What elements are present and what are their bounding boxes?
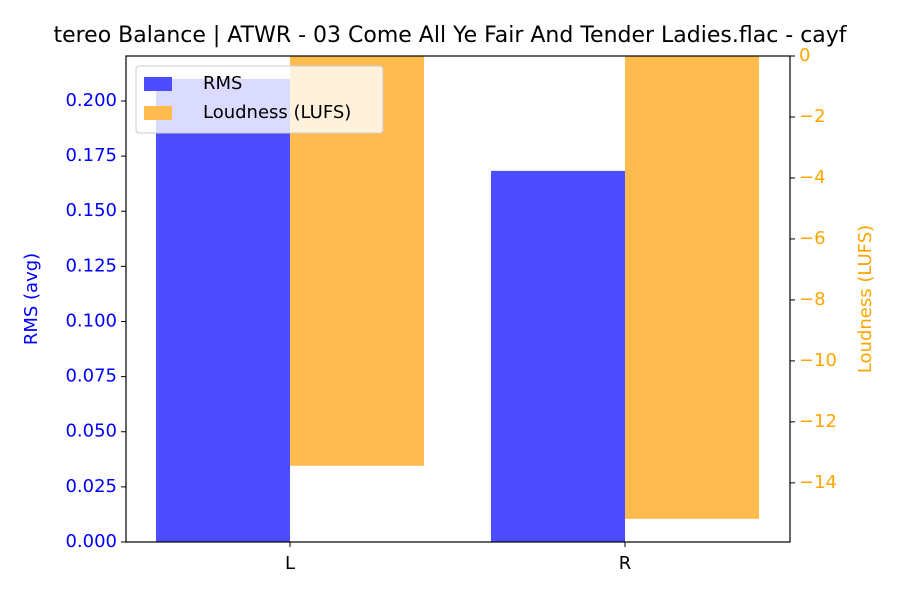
bar xyxy=(625,56,759,519)
plot-frame xyxy=(125,55,791,543)
bar xyxy=(156,78,290,542)
chart-title: tereo Balance | ATWR - 03 Come All Ye Fa… xyxy=(53,23,847,48)
y2-tick-label: −12 xyxy=(799,411,837,432)
y2-tick-label: −10 xyxy=(799,350,837,371)
y2-tick-label: 0 xyxy=(799,45,810,66)
legend-label: Loudness (LUFS) xyxy=(203,102,351,123)
y-tick-label: 0.100 xyxy=(65,310,117,331)
y-tick-label: 0.175 xyxy=(65,145,117,166)
legend-label: RMS xyxy=(203,73,242,94)
x-tick-label: L xyxy=(285,553,295,574)
y2-tick-label: −2 xyxy=(799,106,826,127)
y2-tick-label: −14 xyxy=(799,472,837,493)
legend-box xyxy=(135,65,384,134)
y-tick-label: 0.150 xyxy=(65,200,117,221)
y-tick-label: 0.025 xyxy=(65,476,117,497)
y-tick-label: 0.075 xyxy=(65,366,117,387)
x-tick-label: R xyxy=(619,553,632,574)
y2-tick-label: −6 xyxy=(799,228,826,249)
y2-tick-label: −8 xyxy=(799,289,826,310)
legend-swatch xyxy=(144,77,172,91)
y-tick-label: 0.000 xyxy=(65,531,117,552)
y-tick-label: 0.050 xyxy=(65,421,117,442)
bar xyxy=(491,170,625,542)
y-tick-label: 0.125 xyxy=(65,255,117,276)
y-axis-label: RMS (avg) xyxy=(21,253,42,345)
y-tick-label: 0.200 xyxy=(65,90,117,111)
y2-axis-label: Loudness (LUFS) xyxy=(855,225,876,373)
legend-swatch xyxy=(144,106,172,120)
y2-tick-label: −4 xyxy=(799,167,826,188)
